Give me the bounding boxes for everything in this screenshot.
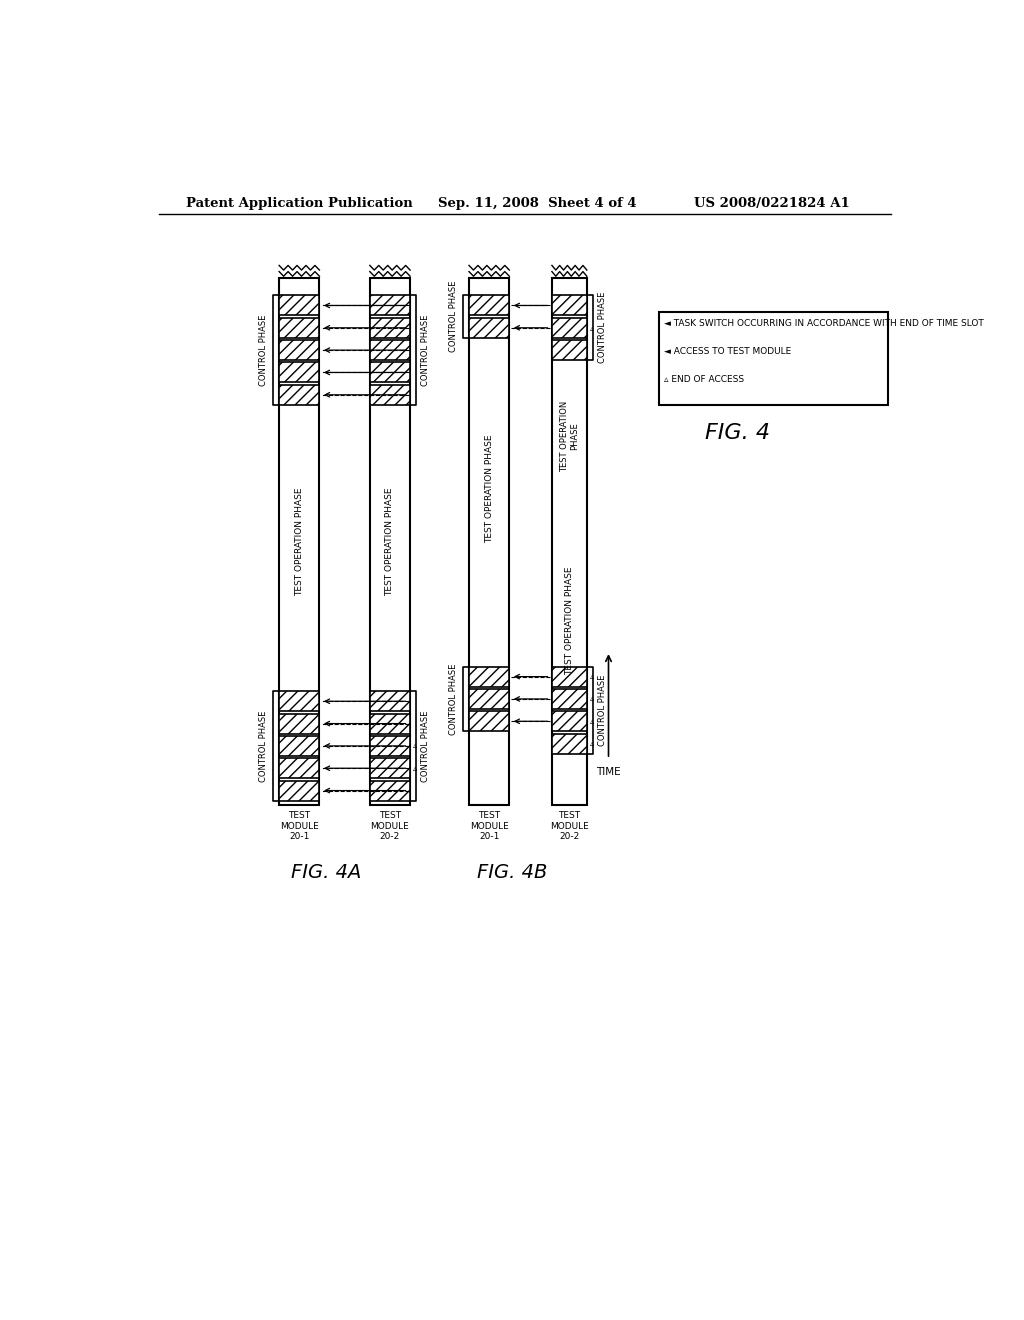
Text: ▵: ▵ bbox=[590, 717, 594, 726]
Text: ◄ ACCESS TO TEST MODULE: ◄ ACCESS TO TEST MODULE bbox=[664, 347, 791, 356]
Text: CONTROL PHASE: CONTROL PHASE bbox=[598, 292, 607, 363]
Bar bbox=[552, 689, 587, 709]
Bar bbox=[469, 296, 509, 315]
Text: FIG. 4A: FIG. 4A bbox=[291, 863, 361, 882]
Text: CONTROL PHASE: CONTROL PHASE bbox=[449, 663, 458, 735]
Text: ▵: ▵ bbox=[590, 325, 594, 333]
Text: TEST
MODULE
20-1: TEST MODULE 20-1 bbox=[470, 812, 509, 841]
Text: ◄ TASK SWITCH OCCURRING IN ACCORDANCE WITH END OF TIME SLOT: ◄ TASK SWITCH OCCURRING IN ACCORDANCE WI… bbox=[664, 319, 983, 329]
Bar bbox=[469, 667, 509, 686]
Bar bbox=[280, 714, 319, 734]
Text: CONTROL PHASE: CONTROL PHASE bbox=[449, 281, 458, 352]
Text: ▵: ▵ bbox=[414, 742, 418, 750]
Text: Patent Application Publication: Patent Application Publication bbox=[186, 197, 413, 210]
Text: TEST
MODULE
20-2: TEST MODULE 20-2 bbox=[371, 812, 410, 841]
Bar bbox=[280, 780, 319, 800]
Bar bbox=[552, 734, 587, 754]
Bar bbox=[658, 313, 888, 405]
Bar bbox=[469, 277, 509, 805]
Bar bbox=[370, 758, 410, 779]
Bar bbox=[280, 318, 319, 338]
Bar bbox=[370, 385, 410, 405]
Text: TEST OPERATION PHASE: TEST OPERATION PHASE bbox=[295, 487, 304, 595]
Bar bbox=[370, 296, 410, 315]
Bar bbox=[280, 277, 319, 805]
Bar bbox=[280, 296, 319, 315]
Bar bbox=[552, 667, 587, 686]
Bar bbox=[280, 341, 319, 360]
Bar bbox=[370, 363, 410, 383]
Text: ▵: ▵ bbox=[590, 694, 594, 704]
Bar bbox=[280, 385, 319, 405]
Text: TEST OPERATION PHASE: TEST OPERATION PHASE bbox=[565, 566, 573, 675]
Text: CONTROL PHASE: CONTROL PHASE bbox=[598, 675, 607, 746]
Bar bbox=[469, 318, 509, 338]
Bar bbox=[370, 318, 410, 338]
Text: Sep. 11, 2008  Sheet 4 of 4: Sep. 11, 2008 Sheet 4 of 4 bbox=[438, 197, 637, 210]
Bar bbox=[370, 692, 410, 711]
Text: ▵: ▵ bbox=[590, 739, 594, 748]
Bar bbox=[280, 758, 319, 779]
Bar bbox=[370, 780, 410, 800]
Bar bbox=[552, 318, 587, 338]
Text: TIME: TIME bbox=[596, 767, 621, 776]
Text: TEST OPERATION PHASE: TEST OPERATION PHASE bbox=[484, 434, 494, 543]
Text: ▵ END OF ACCESS: ▵ END OF ACCESS bbox=[664, 375, 743, 384]
Bar bbox=[469, 689, 509, 709]
Bar bbox=[370, 737, 410, 756]
Text: CONTROL PHASE: CONTROL PHASE bbox=[259, 314, 268, 385]
Text: ▵: ▵ bbox=[414, 764, 418, 772]
Bar bbox=[370, 277, 410, 805]
Text: FIG. 4B: FIG. 4B bbox=[477, 863, 547, 882]
Text: CONTROL PHASE: CONTROL PHASE bbox=[421, 314, 430, 385]
Bar bbox=[280, 737, 319, 756]
Text: TEST
MODULE
20-2: TEST MODULE 20-2 bbox=[550, 812, 589, 841]
Bar bbox=[552, 341, 587, 360]
Text: TEST
MODULE
20-1: TEST MODULE 20-1 bbox=[280, 812, 318, 841]
Bar bbox=[469, 711, 509, 731]
Text: ▵: ▵ bbox=[590, 672, 594, 681]
Text: FIG. 4: FIG. 4 bbox=[706, 424, 770, 444]
Bar bbox=[370, 714, 410, 734]
Text: CONTROL PHASE: CONTROL PHASE bbox=[259, 710, 268, 781]
Text: CONTROL PHASE: CONTROL PHASE bbox=[421, 710, 430, 781]
Bar bbox=[280, 692, 319, 711]
Bar bbox=[552, 296, 587, 315]
Text: TEST OPERATION PHASE: TEST OPERATION PHASE bbox=[385, 487, 394, 595]
Text: US 2008/0221824 A1: US 2008/0221824 A1 bbox=[693, 197, 850, 210]
Bar bbox=[280, 363, 319, 383]
Bar bbox=[370, 341, 410, 360]
Bar bbox=[552, 711, 587, 731]
Bar bbox=[552, 277, 587, 805]
Text: TEST OPERATION
PHASE: TEST OPERATION PHASE bbox=[560, 400, 579, 471]
